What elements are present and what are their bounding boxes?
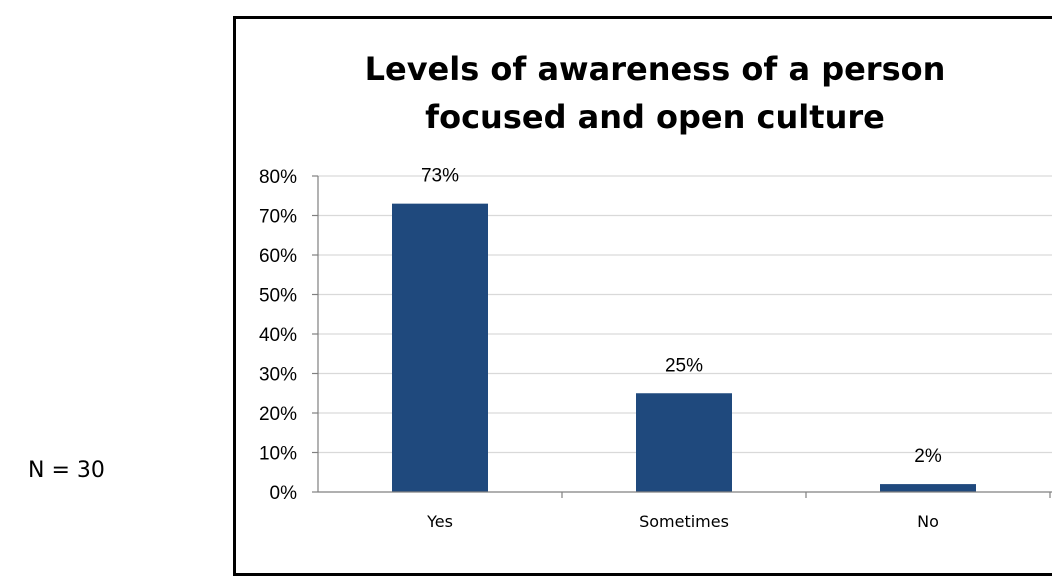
y-tick-label: 20% bbox=[259, 404, 297, 425]
bar-no bbox=[880, 484, 976, 492]
bar-yes bbox=[392, 203, 488, 492]
y-tick-label: 80% bbox=[259, 167, 297, 188]
y-tick-label: 0% bbox=[270, 483, 298, 504]
bar-sometimes bbox=[636, 393, 732, 492]
data-labels: 73% 25% 2% bbox=[421, 166, 942, 467]
category-label-no: No bbox=[917, 512, 939, 531]
y-tick-label: 40% bbox=[259, 325, 297, 346]
y-tick-labels: 0% 10% 20% 30% 40% 50% 60% 70% 80% bbox=[259, 167, 297, 504]
y-tick-label: 50% bbox=[259, 286, 297, 307]
y-tick-label: 10% bbox=[259, 444, 297, 465]
bar-chart: Levels of awareness of a person focused … bbox=[259, 50, 1052, 531]
category-label-yes: Yes bbox=[426, 512, 453, 531]
bars bbox=[392, 203, 976, 492]
data-label-sometimes: 25% bbox=[665, 355, 703, 376]
chart-title-line-1: Levels of awareness of a person bbox=[365, 50, 946, 88]
y-tick-label: 70% bbox=[259, 207, 297, 228]
data-label-no: 2% bbox=[914, 446, 942, 467]
axes bbox=[312, 175, 1052, 498]
chart-title-line-2: focused and open culture bbox=[425, 98, 885, 136]
y-tick-label: 60% bbox=[259, 246, 297, 267]
category-labels: Yes Sometimes No bbox=[426, 512, 939, 531]
category-label-sometimes: Sometimes bbox=[639, 512, 729, 531]
sample-size-note: N = 30 bbox=[28, 458, 105, 483]
data-label-yes: 73% bbox=[421, 166, 459, 187]
y-tick-label: 30% bbox=[259, 365, 297, 386]
